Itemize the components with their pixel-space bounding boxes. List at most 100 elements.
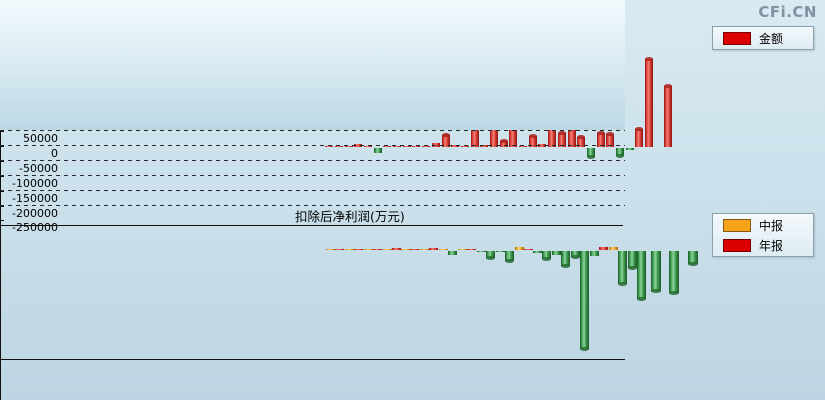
annual-bar-2007: [353, 249, 363, 251]
bottom-gridline: [0, 175, 625, 177]
bottom-legend: 中报 年报: [712, 213, 814, 257]
annual-bar-2013: [467, 249, 476, 251]
bottom-y-tick: [0, 176, 4, 178]
interim-bar-2014: [476, 251, 486, 253]
bottom-gridline: [0, 145, 625, 147]
legend-row-amount: 金额: [713, 27, 813, 49]
amount-bar-2020-06-cap: [577, 135, 586, 140]
annual-bar-2021: [617, 251, 627, 287]
amount-bar-2020-12-cap: [586, 155, 595, 160]
amount-bar-2007-12: [334, 146, 343, 148]
top-x-tick: [0, 369, 1, 374]
annual-bar-2015-cap: [504, 258, 514, 263]
amount-bar-2010-12: [393, 146, 402, 148]
bottom-y-tick: [0, 220, 4, 222]
interim-bar-2018: [552, 251, 562, 255]
bottom-gridline: [0, 190, 625, 192]
amount-bar-2013-06: [441, 132, 450, 148]
annual-bar-2019: [580, 251, 590, 352]
annual-bar-2012: [448, 251, 458, 255]
bottom-y-tick: [0, 191, 4, 193]
annual-bar-2016: [523, 249, 533, 251]
bottom-y-tick: [0, 161, 4, 163]
amount-bar-2016-06: [499, 139, 508, 148]
annual-bar-2023: [650, 251, 661, 294]
top-x-tick: [0, 389, 1, 394]
annual-bar-2015: [504, 251, 514, 263]
amount-bar-2021-12-cap: [606, 131, 615, 136]
amount-bar-2021-12: [606, 131, 615, 148]
amount-bar-2023-06: [635, 126, 644, 148]
bottom-x-tick: [0, 359, 1, 364]
amount-bar-2017-06: [519, 145, 528, 148]
annual-bar-2009: [391, 247, 401, 251]
amount-swatch: [723, 32, 751, 45]
annual-bar-2018-cap: [561, 264, 571, 269]
top-y-axis: [0, 104, 1, 225]
bottom-plot-bg: [0, 0, 625, 131]
interim-bar-2012: [439, 249, 449, 251]
annual-bar-2008: [372, 249, 382, 251]
amount-bar-2013-06-cap: [441, 132, 450, 137]
interim-bar-2008: [363, 249, 373, 251]
amount-bar-2022-06-cap: [615, 154, 624, 159]
interim-bar-2017: [533, 251, 543, 253]
bottom-y-axis: [0, 234, 1, 359]
bottom-y-label: -50000: [19, 162, 58, 176]
interim-bar-2006: [326, 249, 336, 251]
amount-bar-2009-06: [364, 146, 372, 148]
top-x-tick: [0, 397, 1, 400]
amount-bar-2008-06: [344, 146, 353, 148]
amount-bar-2012-06: [422, 146, 431, 148]
annual-bar-2023-cap: [650, 289, 661, 294]
amount-bar-2022-06: [615, 148, 624, 159]
interim-bar-2022-cap: [627, 266, 637, 271]
amount-bar-2021-06: [596, 131, 605, 148]
annual-bar-2022: [636, 251, 646, 302]
interim-bar-2020: [589, 251, 599, 257]
interim-bar-2013: [458, 249, 467, 251]
annual-bar-2024-cap: [669, 290, 680, 295]
amount-bar-2010-06: [383, 146, 392, 148]
top-x-tick: [0, 225, 1, 230]
annual-bar-2022-cap: [636, 297, 646, 302]
top-x-tick: [0, 365, 1, 370]
annual-bar-2017-cap: [542, 257, 552, 262]
bottom-x-tick: [0, 373, 1, 378]
interim-bar-2011: [420, 249, 430, 251]
bottom-y-label: 50000: [23, 132, 58, 146]
cfi-logo: CFi.CN: [758, 3, 817, 21]
amount-bar-2024-12-cap: [664, 84, 673, 89]
amount-bar-2024-12: [664, 84, 673, 148]
annual-swatch: [723, 239, 751, 252]
amount-bar-2017-12-cap: [528, 133, 537, 138]
bottom-y-label: 0: [51, 147, 58, 161]
interim-bar-2009: [382, 249, 392, 251]
bottom-gridline: [0, 130, 625, 132]
top-legend: 金额: [712, 26, 814, 50]
amount-bar-2023-12-cap: [645, 57, 654, 62]
amount-bar-2021-06-cap: [596, 131, 605, 136]
bottom-x-axis: [0, 358, 625, 360]
bottom-y-tick: [0, 131, 4, 133]
interim-swatch: [723, 219, 751, 232]
amount-bar-2020-12: [586, 148, 595, 160]
amount-bar-2019-06: [557, 131, 566, 148]
amount-bar-2017-12: [528, 133, 537, 148]
bottom-y-label: -100000: [12, 177, 58, 191]
annual-bar-2006: [335, 249, 345, 251]
top-x-tick: [0, 361, 1, 366]
annual-bar-2011: [429, 248, 439, 251]
annual-label: 年报: [759, 239, 784, 253]
interim-label: 中报: [759, 219, 784, 233]
amount-bar-2011-12: [412, 145, 421, 148]
top-x-tick: [0, 229, 1, 234]
amount-bar-2007-06: [325, 146, 334, 148]
interim-bar-2025-cap: [688, 261, 699, 266]
interim-bar-2025: [688, 251, 699, 266]
amount-bar-2009-12: [373, 148, 382, 154]
interim-bar-2015: [495, 251, 505, 253]
interim-bar-2019: [571, 251, 581, 260]
